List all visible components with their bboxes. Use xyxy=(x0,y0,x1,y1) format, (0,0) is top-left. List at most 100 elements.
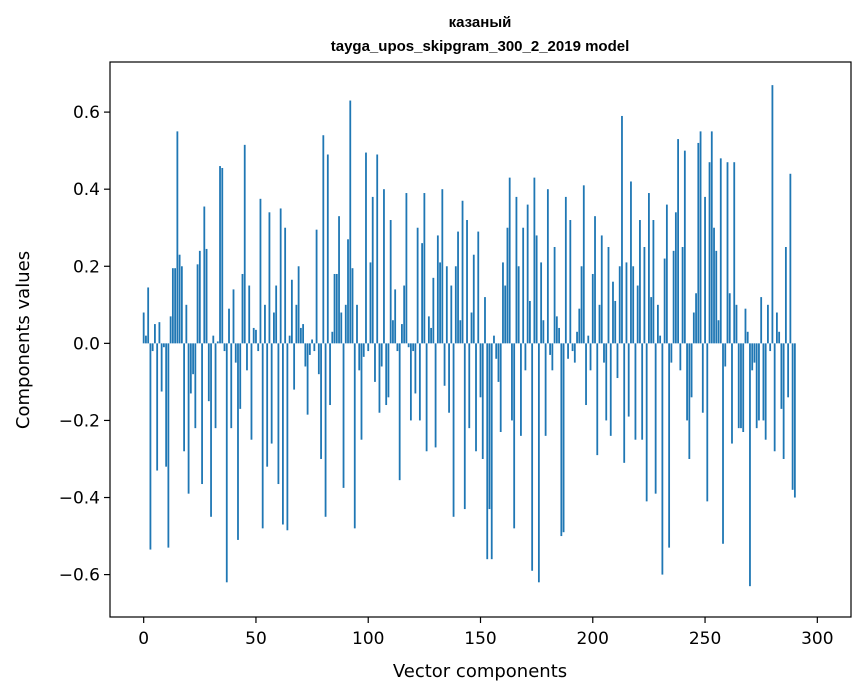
bar xyxy=(412,343,415,352)
bar xyxy=(515,196,518,344)
bar xyxy=(416,227,419,344)
bar xyxy=(196,264,199,344)
bar xyxy=(506,227,509,344)
bar xyxy=(371,196,374,344)
bar xyxy=(531,343,534,571)
bar xyxy=(331,331,334,344)
bar xyxy=(634,343,637,440)
bar xyxy=(174,268,177,344)
x-tick-label: 300 xyxy=(801,629,833,649)
bar xyxy=(511,343,513,421)
bar xyxy=(198,250,201,344)
bar xyxy=(661,343,664,575)
bar xyxy=(569,220,572,344)
bar xyxy=(643,247,646,344)
bar xyxy=(149,343,152,550)
bar xyxy=(551,343,554,371)
y-axis-label: Components values xyxy=(13,251,34,429)
bar xyxy=(342,343,345,488)
bar xyxy=(686,343,688,421)
bar xyxy=(165,343,168,467)
x-tick-label: 50 xyxy=(245,629,267,649)
y-tick-label: −0.6 xyxy=(59,566,100,586)
bar xyxy=(598,304,601,344)
bar xyxy=(171,268,174,344)
bar xyxy=(526,204,529,344)
bar xyxy=(784,247,787,344)
bar xyxy=(425,343,428,452)
bar xyxy=(493,335,495,344)
bar xyxy=(715,250,718,344)
bar xyxy=(212,335,215,344)
bar xyxy=(546,189,549,344)
bar xyxy=(461,200,464,344)
bar xyxy=(508,177,511,344)
bar xyxy=(160,343,163,392)
bar xyxy=(758,343,760,421)
bar xyxy=(537,343,540,583)
bar xyxy=(360,343,363,440)
bar xyxy=(773,343,776,452)
bar xyxy=(497,343,500,382)
bar xyxy=(210,343,212,517)
bar xyxy=(706,343,709,502)
bar xyxy=(225,343,228,583)
bar xyxy=(418,343,421,421)
bar xyxy=(724,343,727,367)
bar xyxy=(571,343,574,352)
bar xyxy=(441,189,444,344)
bar xyxy=(670,343,673,363)
bar xyxy=(266,343,269,467)
bar xyxy=(347,239,349,344)
bar xyxy=(192,343,194,375)
bar xyxy=(751,343,754,371)
bar xyxy=(621,115,623,344)
bar xyxy=(522,227,525,344)
bar xyxy=(641,343,644,440)
bar xyxy=(463,343,466,510)
bar xyxy=(207,343,210,402)
bar xyxy=(578,308,581,344)
bar xyxy=(145,335,147,344)
bar xyxy=(708,162,711,344)
bar xyxy=(322,135,325,344)
bar xyxy=(787,343,790,398)
bar xyxy=(645,343,648,502)
bar xyxy=(299,327,302,344)
bar xyxy=(573,343,576,363)
bar xyxy=(311,339,313,344)
bar xyxy=(472,254,475,344)
bar xyxy=(582,185,585,344)
bar xyxy=(277,343,280,485)
bar xyxy=(733,162,736,344)
bar xyxy=(185,304,188,344)
bar xyxy=(261,343,264,529)
bar xyxy=(553,247,556,344)
bar xyxy=(450,285,453,344)
bar xyxy=(654,343,657,494)
bar xyxy=(315,229,318,344)
bar xyxy=(495,343,498,359)
bar xyxy=(333,273,336,344)
bar xyxy=(769,343,772,352)
bar xyxy=(243,144,246,344)
y-tick-label: 0.4 xyxy=(73,180,100,200)
bar xyxy=(591,273,594,344)
bar xyxy=(349,100,352,344)
bar xyxy=(452,343,455,517)
bar xyxy=(652,220,655,344)
bars-group xyxy=(142,85,796,587)
y-tick-label: −0.4 xyxy=(59,489,100,509)
bar xyxy=(286,343,289,531)
bar xyxy=(742,343,745,432)
bar xyxy=(396,343,399,352)
bar xyxy=(237,343,239,540)
bar xyxy=(791,343,794,490)
bar xyxy=(385,343,388,406)
bar xyxy=(540,262,543,344)
bar xyxy=(407,343,410,348)
bar xyxy=(376,154,379,344)
bar xyxy=(230,343,233,429)
bar xyxy=(436,235,439,344)
bar xyxy=(154,324,156,344)
